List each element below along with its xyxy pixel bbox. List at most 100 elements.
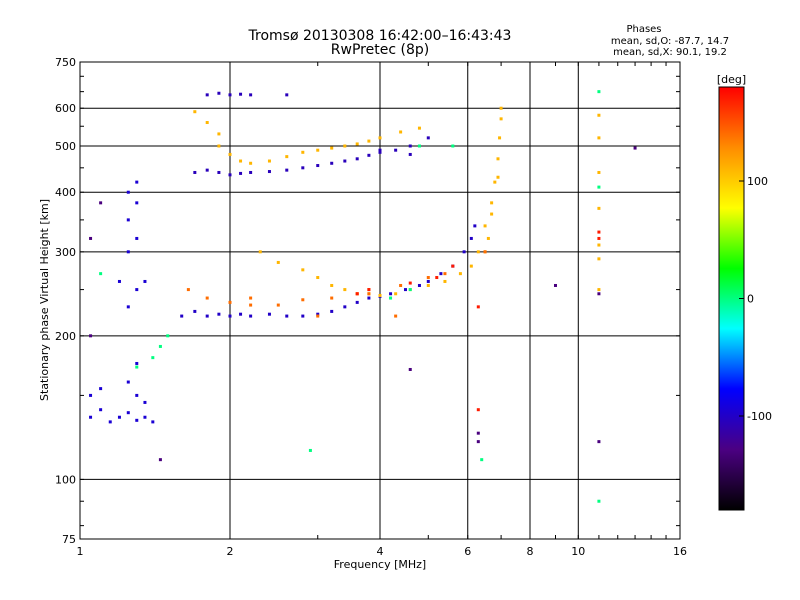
data-point (417, 144, 421, 148)
data-point (135, 365, 139, 369)
data-point (483, 250, 487, 254)
colorbar-tick-label: -100 (747, 410, 772, 423)
data-point (355, 292, 359, 296)
data-point (117, 415, 121, 419)
data-point (417, 126, 421, 130)
data-point (462, 250, 466, 254)
data-point (378, 293, 382, 297)
data-point (135, 361, 139, 365)
y-tick-label: 750 (55, 56, 76, 69)
data-point (301, 150, 305, 154)
data-point (143, 415, 147, 419)
data-point (597, 90, 601, 94)
colorbar-label: [deg] (717, 73, 746, 86)
data-point (498, 136, 502, 140)
data-point (239, 171, 243, 175)
data-point (476, 408, 480, 412)
chart-title: Tromsø 20130308 16:42:00–16:43:43 (248, 28, 512, 44)
data-point (330, 296, 334, 300)
x-tick-label: 16 (673, 545, 687, 558)
plot-area: 1 2 4 6 8 10 16 75 100 200 300 400 500 600 750 (55, 56, 687, 558)
x-tick-label: 1 (77, 545, 84, 558)
data-point (499, 117, 503, 121)
data-point (228, 93, 232, 97)
data-point (330, 283, 334, 287)
data-point (597, 236, 601, 240)
data-point (355, 157, 359, 161)
data-point (408, 281, 412, 285)
data-point (399, 283, 403, 287)
x-tick-label: 4 (377, 545, 384, 558)
data-point (469, 264, 473, 268)
data-point (330, 161, 334, 165)
data-point (228, 152, 232, 156)
data-point (205, 168, 209, 172)
y-axis-label: Stationary phase Virtual Height [km] (38, 199, 51, 401)
data-point (193, 110, 197, 114)
data-point (249, 296, 253, 300)
data-point (483, 224, 487, 228)
data-point (151, 356, 155, 360)
y-tick-label: 300 (55, 246, 76, 259)
data-point (426, 283, 430, 287)
data-point (276, 260, 280, 264)
data-point (343, 144, 347, 148)
data-point (117, 279, 121, 283)
data-point (267, 170, 271, 174)
data-point (367, 292, 371, 296)
data-point (239, 312, 243, 316)
data-point (493, 180, 497, 184)
data-point (499, 106, 503, 110)
data-point (249, 161, 253, 165)
data-point (476, 440, 480, 444)
data-point (597, 243, 601, 247)
data-point (126, 250, 130, 254)
data-point (394, 314, 398, 318)
y-tick-label: 75 (62, 533, 76, 546)
y-tick-label: 200 (55, 330, 76, 343)
data-point (367, 288, 371, 292)
data-point (426, 276, 430, 280)
data-point (408, 367, 412, 371)
y-tick-label: 100 (55, 473, 76, 486)
data-point (217, 144, 221, 148)
data-point (89, 415, 93, 419)
data-point (276, 303, 280, 307)
data-point (633, 146, 637, 150)
data-point (228, 173, 232, 177)
data-point (126, 305, 130, 309)
data-point (285, 314, 289, 318)
data-point (389, 292, 393, 296)
data-point (394, 292, 398, 296)
data-point (389, 296, 393, 300)
data-point (597, 292, 601, 296)
data-point (301, 268, 305, 272)
data-point (553, 283, 557, 287)
data-point (490, 212, 494, 216)
data-point (135, 180, 139, 184)
phase-stats-heading: Phases (626, 24, 661, 35)
data-point (193, 170, 197, 174)
data-point (249, 93, 253, 97)
data-point (426, 279, 430, 283)
data-point (378, 150, 382, 154)
data-point (99, 201, 103, 205)
data-point (135, 393, 139, 397)
data-point (408, 144, 412, 148)
phase-stats-x: mean, sd,X: 90.1, 19.2 (613, 47, 727, 58)
data-point (343, 159, 347, 163)
data-point (496, 157, 500, 161)
data-point (426, 136, 430, 140)
data-point (158, 344, 162, 348)
data-point (597, 230, 601, 234)
data-point (217, 312, 221, 316)
data-point (355, 142, 359, 146)
data-point (151, 420, 155, 424)
x-axis-label: Frequency [MHz] (334, 558, 426, 571)
data-point (330, 309, 334, 313)
data-point (205, 121, 209, 125)
data-point (126, 218, 130, 222)
data-point (99, 408, 103, 412)
data-point (597, 185, 601, 189)
data-point (408, 152, 412, 156)
